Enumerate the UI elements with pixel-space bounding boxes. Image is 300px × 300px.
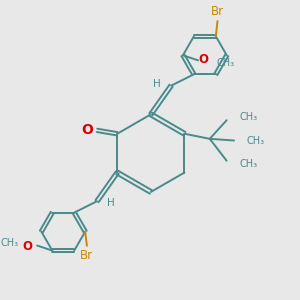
Text: H: H	[153, 79, 161, 89]
Text: CH₃: CH₃	[239, 159, 258, 169]
Text: CH₃: CH₃	[247, 136, 265, 146]
Text: CH₃: CH₃	[239, 112, 258, 122]
Text: CH₃: CH₃	[217, 58, 235, 68]
Text: O: O	[82, 123, 94, 137]
Text: O: O	[198, 53, 208, 66]
Text: CH₃: CH₃	[0, 238, 19, 248]
Text: Br: Br	[80, 249, 93, 262]
Text: O: O	[22, 240, 32, 253]
Text: Br: Br	[211, 5, 224, 18]
Text: H: H	[107, 198, 115, 208]
